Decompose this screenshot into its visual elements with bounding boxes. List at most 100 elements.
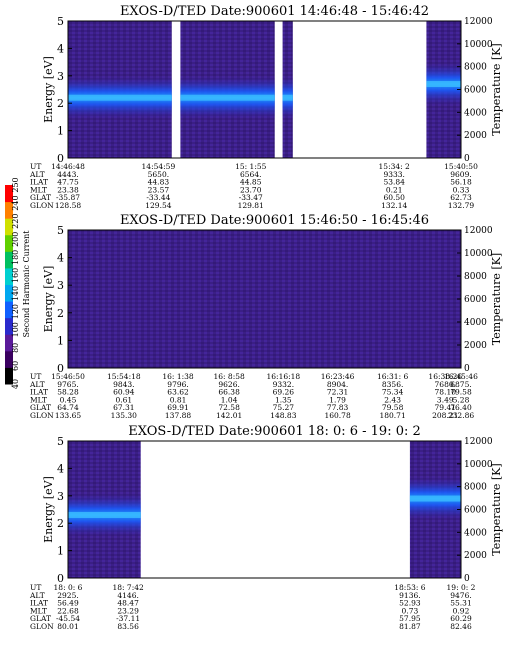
table-cell: 81.87 bbox=[399, 622, 421, 631]
y2-tick-label: 2000 bbox=[464, 131, 487, 141]
table-row-label: ILAT bbox=[30, 599, 48, 608]
y2-tick-label: 8000 bbox=[464, 63, 487, 73]
band-core bbox=[180, 94, 275, 101]
colorbar-tick-label: 200 bbox=[11, 232, 20, 247]
table-cell: 135.30 bbox=[111, 411, 137, 420]
table-cell: 9333. bbox=[383, 170, 404, 179]
table-cell: 47.75 bbox=[57, 178, 79, 187]
band-core bbox=[282, 94, 293, 101]
table-cell: 4443. bbox=[57, 170, 78, 179]
y-axis-label: Energy [eV] bbox=[42, 476, 55, 543]
colorbar-tick-label: 220 bbox=[11, 214, 20, 229]
band-core bbox=[68, 511, 141, 518]
table-cell: 129.81 bbox=[238, 201, 264, 210]
table-cell: 180.71 bbox=[379, 411, 405, 420]
y2-tick-label: 0 bbox=[464, 574, 470, 584]
y2-tick-label: 12000 bbox=[464, 17, 493, 27]
y-tick-label: 3 bbox=[57, 279, 64, 292]
y2-tick-label: 6000 bbox=[464, 295, 487, 305]
table-cell: 160.78 bbox=[324, 411, 350, 420]
table-cell: 2925. bbox=[57, 591, 78, 600]
table-cell: 53.84 bbox=[383, 178, 405, 187]
table-cell: 77.83 bbox=[327, 403, 349, 412]
table-cell: 79.41 bbox=[435, 403, 456, 412]
table-cell: 0.81 bbox=[170, 395, 187, 404]
colorbar-block bbox=[5, 350, 13, 368]
table-cell: 9765. bbox=[57, 380, 78, 389]
y-tick-label: 2 bbox=[57, 517, 64, 530]
table-cell: 14:54:59 bbox=[142, 162, 176, 171]
table-cell: 6875. bbox=[450, 380, 471, 389]
table-cell: 48.47 bbox=[117, 599, 139, 608]
panel-title: EXOS-D/TED Date:900601 15:46:50 - 16:45:… bbox=[120, 213, 429, 228]
panel-3: EXOS-D/TED Date:900601 18: 0: 6 - 19: 0:… bbox=[29, 424, 503, 631]
y-tick-label: 1 bbox=[57, 334, 64, 347]
table-cell: 63.62 bbox=[167, 388, 189, 397]
table-cell: 16: 8:58 bbox=[213, 372, 245, 381]
table-cell: 16:16:18 bbox=[267, 372, 301, 381]
table-cell: -35.87 bbox=[56, 193, 80, 202]
y-tick-label: 5 bbox=[57, 15, 64, 28]
table-cell: 208.21 bbox=[432, 411, 458, 420]
table-cell: 22.68 bbox=[57, 606, 79, 615]
y-axis-label: Energy [eV] bbox=[42, 56, 55, 123]
table-cell: 16:45:46 bbox=[444, 372, 478, 381]
y2-tick-label: 12000 bbox=[464, 226, 493, 236]
colorbar-label: Second Harmonic Current bbox=[22, 230, 31, 338]
table-cell: 15: 1:55 bbox=[235, 162, 267, 171]
y2-tick-label: 6000 bbox=[464, 86, 487, 96]
table-cell: 44.85 bbox=[240, 178, 262, 187]
table-row-label: MLT bbox=[30, 185, 47, 194]
table-cell: 15:40:50 bbox=[444, 162, 478, 171]
y2-tick-label: 8000 bbox=[464, 272, 487, 282]
table-cell: 5650. bbox=[148, 170, 169, 179]
table-cell: 4146. bbox=[117, 591, 138, 600]
table-cell: 56.49 bbox=[57, 599, 79, 608]
colorbar-tick-label: 40 bbox=[11, 379, 20, 389]
table-cell: 60.94 bbox=[113, 388, 135, 397]
table-cell: 62.73 bbox=[450, 193, 472, 202]
table-cell: 129.54 bbox=[145, 201, 171, 210]
table-cell: 15:46:50 bbox=[51, 372, 85, 381]
y-tick-label: 2 bbox=[57, 307, 64, 320]
table-cell: 16:23:46 bbox=[321, 372, 355, 381]
table-cell: 75.34 bbox=[382, 388, 404, 397]
y2-tick-label: 12000 bbox=[464, 437, 493, 447]
colorbar-tick-label: 180 bbox=[11, 250, 20, 265]
colorbar-tick-label: 140 bbox=[11, 286, 20, 301]
table-cell: 23.38 bbox=[57, 185, 79, 194]
table-cell: 55.31 bbox=[450, 599, 471, 608]
colorbar: 40 60 80 100 120 140 160 180 200 220 240 250 Second… bbox=[5, 177, 31, 389]
table-cell: 16:31: 6 bbox=[377, 372, 409, 381]
colorbar-block bbox=[5, 267, 13, 285]
table-cell: 82.46 bbox=[450, 622, 472, 631]
table-cell: 15:34: 2 bbox=[379, 162, 411, 171]
colorbar-block bbox=[5, 334, 13, 352]
y-tick-label: 5 bbox=[57, 224, 64, 237]
table-cell: 1.79 bbox=[329, 395, 346, 404]
table-cell: 58.28 bbox=[57, 388, 79, 397]
y2-tick-label: 10000 bbox=[464, 40, 493, 50]
table-cell: 5.28 bbox=[453, 395, 470, 404]
band-core bbox=[426, 81, 461, 88]
y2-tick-label: 6000 bbox=[464, 506, 487, 516]
table-cell: 9609. bbox=[450, 170, 471, 179]
table-cell: 6564. bbox=[240, 170, 261, 179]
table-row-label: GLAT bbox=[30, 193, 51, 202]
table-cell: 0.61 bbox=[115, 395, 132, 404]
y-tick-label: 4 bbox=[57, 462, 64, 475]
colorbar-block bbox=[5, 218, 13, 236]
table-cell: 60.50 bbox=[383, 193, 405, 202]
table-cell: 232.86 bbox=[448, 411, 474, 420]
table-cell: 9476. bbox=[450, 591, 471, 600]
y-tick-label: 4 bbox=[57, 42, 64, 55]
band-core bbox=[409, 495, 461, 502]
table-row-label: UT bbox=[30, 162, 41, 171]
y-tick-label: 0 bbox=[57, 362, 64, 375]
y2-tick-label: 4000 bbox=[464, 108, 487, 118]
table-cell: 23.29 bbox=[117, 606, 139, 615]
y2-axis-label: Temperature [K] bbox=[490, 253, 503, 345]
y-tick-label: 0 bbox=[57, 152, 64, 165]
table-cell: 72.31 bbox=[327, 388, 348, 397]
